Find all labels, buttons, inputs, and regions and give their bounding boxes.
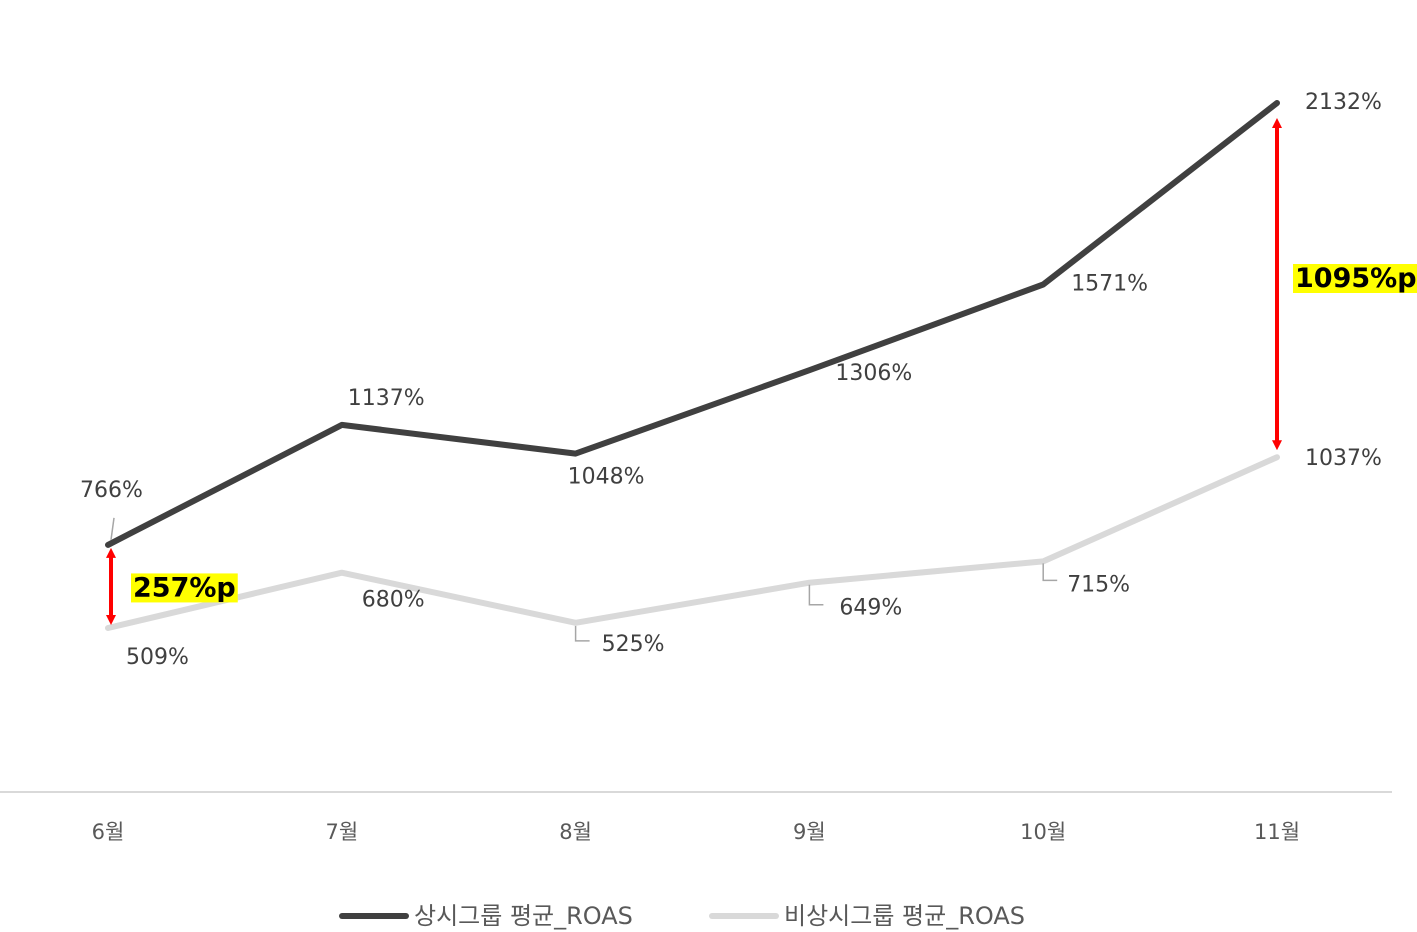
x-tick-label: 11월 xyxy=(1254,820,1300,844)
data-label: 1306% xyxy=(835,361,912,386)
data-label-leader xyxy=(574,625,590,642)
legend-label-0: 상시그룹 평균_ROAS xyxy=(414,902,633,930)
legend-label-1: 비상시그룹 평균_ROAS xyxy=(784,902,1025,930)
x-tick-label: 9월 xyxy=(793,820,826,844)
data-label: 649% xyxy=(839,596,902,621)
data-label: 1137% xyxy=(348,386,425,411)
x-tick-label: 10월 xyxy=(1020,820,1066,844)
gap-annotation-highlight xyxy=(131,573,238,603)
x-tick-label: 8월 xyxy=(559,820,592,844)
data-label: 1048% xyxy=(568,465,645,490)
data-label: 2132% xyxy=(1305,90,1382,115)
gap-annotation-label: 1095%p xyxy=(1295,263,1417,294)
data-label: 1037% xyxy=(1305,446,1382,471)
series-line-0 xyxy=(105,100,1280,548)
data-label-leader xyxy=(808,584,824,606)
data-label: 715% xyxy=(1067,572,1130,597)
data-label: 525% xyxy=(602,632,665,657)
data-label: 509% xyxy=(126,645,189,670)
x-tick-label: 7월 xyxy=(325,820,358,844)
data-label: 766% xyxy=(80,478,143,503)
data-label-leader xyxy=(1042,563,1058,582)
x-tick-label: 6월 xyxy=(92,820,125,844)
data-label-leader xyxy=(110,517,115,540)
data-label: 680% xyxy=(362,588,425,613)
series-line-1 xyxy=(105,454,1280,631)
data-label: 1571% xyxy=(1071,271,1148,296)
gap-annotation-label: 257%p xyxy=(133,572,236,603)
gap-annotation-highlight xyxy=(1293,264,1417,293)
